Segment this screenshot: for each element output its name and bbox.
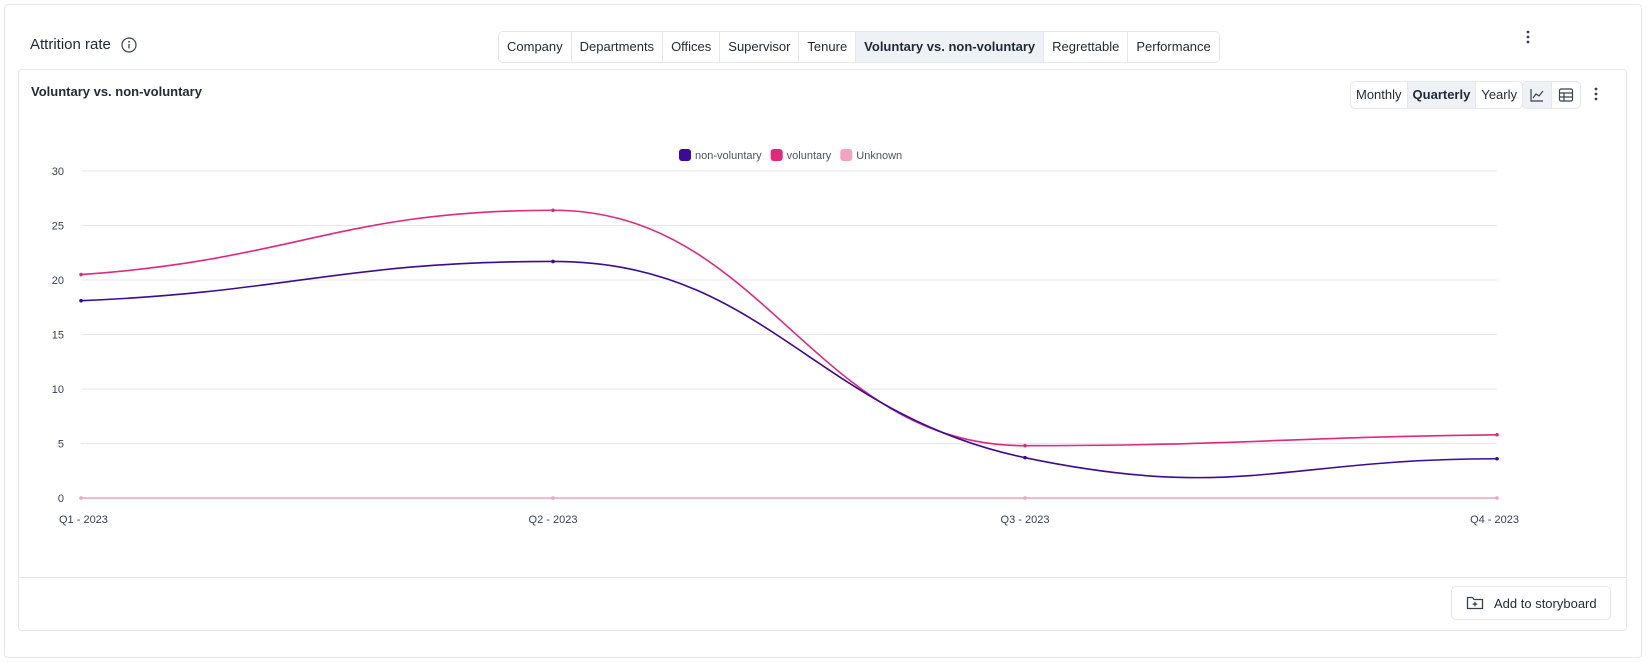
data-point <box>79 298 83 303</box>
tab-supervisor[interactable]: Supervisor <box>720 32 800 62</box>
legend-swatch <box>770 149 783 161</box>
legend-label: Unknown <box>856 150 902 162</box>
legend-swatch <box>679 149 691 161</box>
period-toggle: Monthly Quarterly Yearly <box>1350 81 1523 109</box>
data-point <box>1495 456 1499 461</box>
y-tick-label: 25 <box>52 221 64 233</box>
legend-label: non-voluntary <box>695 150 762 162</box>
series-line-voluntary <box>80 209 1498 447</box>
chart-card: Voluntary vs. non-voluntary Monthly Quar… <box>18 69 1627 631</box>
chart-title: Voluntary vs. non-voluntary <box>31 84 202 99</box>
tab-tenure[interactable]: Tenure <box>799 32 857 62</box>
data-point <box>1023 496 1027 500</box>
info-icon[interactable] <box>121 36 137 53</box>
period-quarterly[interactable]: Quarterly <box>1407 82 1477 108</box>
data-point <box>551 208 555 213</box>
tab-offices[interactable]: Offices <box>663 32 721 62</box>
tab-departments[interactable]: Departments <box>571 32 664 62</box>
folder-plus-icon <box>1466 595 1484 611</box>
page-title-text: Attrition rate <box>30 36 111 53</box>
y-tick-label: 30 <box>52 166 64 178</box>
x-tick-label: Q1 - 2023 <box>59 514 108 526</box>
y-tick-label: 5 <box>58 439 64 451</box>
y-tick-label: 10 <box>52 384 64 396</box>
page-title: Attrition rate <box>30 36 137 53</box>
line-chart-icon[interactable] <box>1523 82 1552 108</box>
add-to-storyboard-button[interactable]: Add to storyboard <box>1451 586 1611 620</box>
data-point <box>1023 443 1027 448</box>
x-tick-label: Q4 - 2023 <box>1470 514 1519 526</box>
add-to-storyboard-label: Add to storyboard <box>1494 595 1597 611</box>
data-point <box>79 272 83 277</box>
breakdown-tabs: Company Departments Offices Supervisor T… <box>498 31 1220 63</box>
data-point <box>1495 432 1499 437</box>
line-chart: 0 5 10 15 20 25 30 Q1 - 2023 Q2 - 2023 Q3 - 2023 Q… <box>52 149 1519 526</box>
table-icon[interactable] <box>1552 82 1580 108</box>
widget-more-icon[interactable] <box>1520 29 1536 45</box>
data-point <box>79 496 83 500</box>
data-point <box>1023 455 1027 460</box>
data-point <box>551 496 555 500</box>
y-tick-label: 0 <box>58 493 64 505</box>
card-footer-divider <box>19 577 1626 578</box>
y-tick-label: 20 <box>52 275 64 287</box>
data-point <box>551 259 555 264</box>
x-tick-label: Q2 - 2023 <box>529 514 578 526</box>
tab-voluntary-vs-non-voluntary[interactable]: Voluntary vs. non-voluntary <box>856 32 1045 62</box>
attrition-widget: Attrition rate Company Departments Offic… <box>4 4 1642 658</box>
tab-company[interactable]: Company <box>499 32 572 62</box>
data-point <box>1495 496 1499 500</box>
legend-label: voluntary <box>787 150 832 162</box>
series-line-non-voluntary <box>80 260 1498 479</box>
period-monthly[interactable]: Monthly <box>1351 82 1408 108</box>
view-toggle <box>1522 81 1581 109</box>
x-tick-label: Q3 - 2023 <box>1001 514 1050 526</box>
y-tick-label: 15 <box>52 330 64 342</box>
tab-performance[interactable]: Performance <box>1128 32 1219 62</box>
legend-swatch <box>840 149 853 161</box>
tab-regrettable[interactable]: Regrettable <box>1044 32 1129 62</box>
chart-more-icon[interactable] <box>1588 86 1604 102</box>
period-yearly[interactable]: Yearly <box>1481 87 1517 102</box>
